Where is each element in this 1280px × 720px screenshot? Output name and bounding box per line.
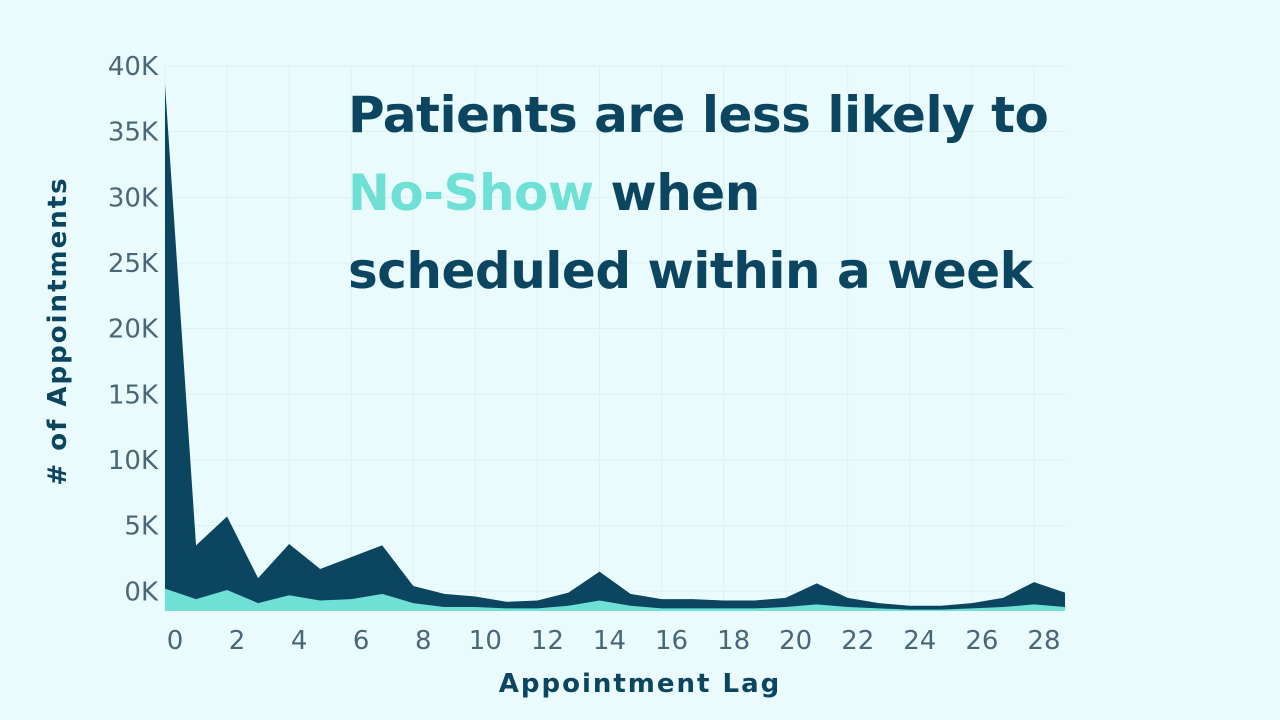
x-tick-label: 4 bbox=[291, 626, 308, 656]
headline-line-3: scheduled within a week bbox=[348, 242, 1033, 300]
y-tick-label: 25K bbox=[108, 249, 159, 279]
x-tick-label: 22 bbox=[841, 626, 874, 656]
x-tick-label: 12 bbox=[531, 626, 564, 656]
headline-line-2-rest: when bbox=[593, 164, 761, 222]
x-tick-label: 24 bbox=[903, 626, 936, 656]
x-tick-label: 20 bbox=[779, 626, 812, 656]
x-tick-label: 16 bbox=[655, 626, 688, 656]
x-tick-label: 0 bbox=[167, 626, 184, 656]
x-tick-label: 10 bbox=[469, 626, 502, 656]
headline-line-1: Patients are less likely to bbox=[348, 86, 1049, 144]
y-tick-label: 20K bbox=[108, 315, 159, 345]
x-tick-labels: 0 2 4 6 8 10 12 14 16 18 20 22 24 26 28 bbox=[167, 626, 1061, 656]
y-tick-label: 10K bbox=[108, 446, 159, 476]
y-axis-title: # of Appointments bbox=[43, 176, 73, 485]
y-tick-label: 35K bbox=[108, 118, 159, 148]
headline-highlight: No-Show bbox=[348, 164, 594, 222]
x-tick-label: 14 bbox=[593, 626, 626, 656]
y-tick-labels: 0K 5K 10K 15K 20K 25K 30K 35K 40K bbox=[108, 52, 159, 607]
grid bbox=[164, 65, 1065, 611]
headline: Patients are less likely to No-Show when… bbox=[348, 76, 1128, 310]
series-area-1 bbox=[165, 588, 1065, 611]
y-tick-label: 40K bbox=[108, 52, 159, 82]
y-tick-label: 15K bbox=[108, 380, 159, 410]
x-tick-label: 28 bbox=[1027, 626, 1060, 656]
x-tick-label: 8 bbox=[415, 626, 432, 656]
x-tick-label: 6 bbox=[353, 626, 370, 656]
x-tick-label: 2 bbox=[229, 626, 246, 656]
areas bbox=[165, 84, 1065, 611]
y-tick-label: 0K bbox=[124, 577, 159, 607]
y-tick-label: 30K bbox=[108, 183, 159, 213]
x-tick-label: 26 bbox=[965, 626, 998, 656]
x-tick-label: 18 bbox=[717, 626, 750, 656]
headline-line-2: No-Show when bbox=[348, 154, 1128, 232]
y-tick-label: 5K bbox=[124, 512, 159, 542]
x-axis-title: Appointment Lag bbox=[499, 669, 782, 699]
